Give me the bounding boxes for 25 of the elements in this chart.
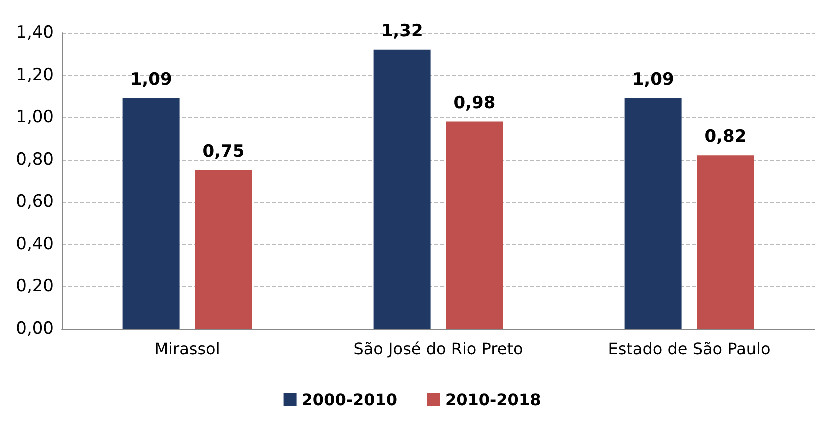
data-label: 1,32 — [381, 21, 424, 42]
y-tick-label: 1,20 — [16, 65, 54, 86]
y-tick-label: 0,60 — [16, 192, 54, 212]
y-tick-label: 1,40 — [16, 23, 54, 43]
data-label: 1,09 — [632, 70, 674, 90]
bar — [122, 98, 180, 329]
bar — [446, 122, 504, 329]
x-tick-label: São José do Rio Preto — [354, 340, 524, 358]
legend-label: 2010-2018 — [446, 390, 542, 410]
bar — [697, 156, 754, 329]
data-label: 0,98 — [454, 93, 496, 114]
data-label: 0,75 — [202, 142, 245, 162]
bar — [195, 170, 252, 329]
y-tick-label: 0,80 — [16, 150, 54, 170]
data-label: 0,82 — [704, 127, 747, 148]
legend-label: 2000-2010 — [302, 390, 398, 410]
y-tick-label: 1,00 — [16, 108, 54, 128]
data-label: 1,09 — [130, 70, 172, 90]
bar — [374, 50, 431, 329]
y-tick-label: 0,20 — [16, 276, 54, 297]
y-tick-label: 0,00 — [16, 319, 54, 339]
bar — [624, 98, 682, 329]
y-tick-label: 0,40 — [16, 234, 54, 254]
x-tick-label: Mirassol — [154, 340, 220, 358]
x-tick-label: Estado de São Paulo — [608, 340, 771, 358]
